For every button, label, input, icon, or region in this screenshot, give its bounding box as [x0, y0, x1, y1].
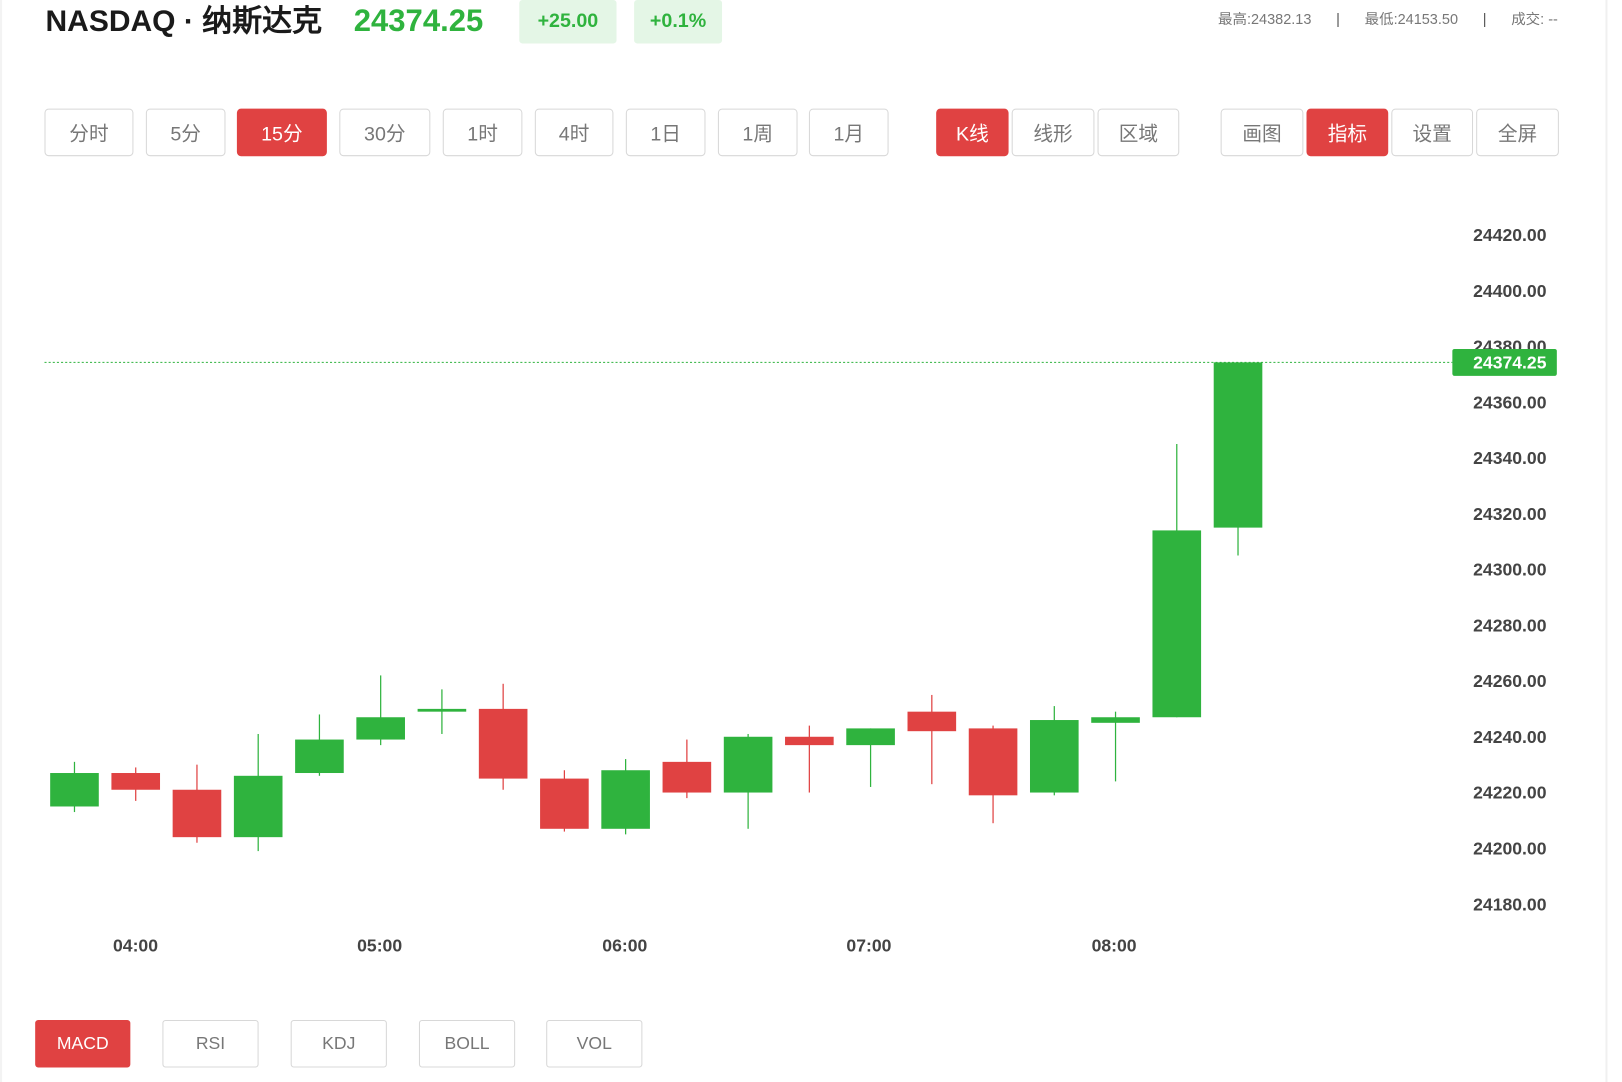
indicator-macd-button[interactable]: MACD	[35, 1019, 131, 1068]
candle-body	[1091, 717, 1140, 723]
candle-body	[233, 775, 283, 838]
candle[interactable]	[907, 694, 957, 785]
candle-body	[417, 708, 467, 712]
y-tick-label: 24260.00	[1473, 671, 1547, 691]
candle[interactable]	[356, 675, 405, 746]
chart-type-candle-button[interactable]: K线	[936, 108, 1009, 157]
candle[interactable]	[723, 733, 773, 829]
candle[interactable]	[478, 683, 528, 790]
right-scrollbar-track[interactable]	[1605, 0, 1608, 1082]
candle[interactable]	[1029, 706, 1079, 796]
interval-button-5m[interactable]: 5分	[145, 108, 226, 157]
last-price-tag	[1452, 348, 1557, 376]
left-border	[0, 0, 3, 1082]
candle[interactable]	[1152, 443, 1202, 718]
interval-button-1w[interactable]: 1周	[717, 108, 798, 157]
candle-body	[662, 761, 712, 793]
low-value: 24153.50	[1397, 10, 1459, 27]
y-tick-label: 24320.00	[1473, 504, 1547, 524]
stats-separator: |	[1482, 10, 1487, 27]
indicator-rsi-button[interactable]: RSI	[162, 1019, 259, 1068]
x-tick-label: 08:00	[1092, 936, 1137, 956]
chart-type-area-button[interactable]: 区域	[1097, 108, 1180, 157]
candle-body	[1152, 530, 1202, 718]
x-tick-label: 06:00	[602, 936, 647, 956]
change-pct-badge: +0.1%	[634, 0, 723, 44]
candle[interactable]	[968, 725, 1018, 824]
interval-button-30m[interactable]: 30分	[339, 108, 431, 157]
y-tick-label: 24280.00	[1473, 615, 1547, 635]
candle[interactable]	[50, 761, 99, 813]
candle[interactable]	[1091, 711, 1140, 782]
instrument-title: NASDAQ · 纳斯达克	[45, 5, 323, 39]
volume-value: --	[1548, 10, 1558, 27]
low-label: 最低:	[1364, 10, 1398, 27]
last-price: 24374.25	[353, 4, 484, 39]
chart-type-line-button[interactable]: 线形	[1011, 108, 1095, 157]
interval-button-1min[interactable]: 分时	[44, 108, 134, 157]
y-tick-label: 24360.00	[1473, 392, 1547, 412]
candle-body	[50, 773, 99, 807]
settings-button[interactable]: 设置	[1391, 108, 1474, 157]
y-tick-label: 24220.00	[1473, 783, 1547, 803]
candle[interactable]	[662, 739, 712, 799]
candle-body	[968, 728, 1018, 796]
change-badge: +25.00	[519, 0, 617, 44]
draw-tool-button[interactable]: 画图	[1220, 108, 1304, 157]
indicator-vol-button[interactable]: VOL	[546, 1019, 643, 1068]
x-tick-label: 07:00	[846, 936, 891, 956]
candle-body	[846, 728, 895, 746]
y-tick-label: 24400.00	[1473, 281, 1547, 301]
candle-body	[723, 736, 773, 793]
candle-body	[785, 736, 834, 746]
candle[interactable]	[1213, 362, 1263, 556]
candle[interactable]	[417, 689, 467, 734]
y-tick-label: 24240.00	[1473, 727, 1547, 747]
candle[interactable]	[785, 725, 834, 793]
candle-body	[172, 789, 222, 838]
interval-button-1d[interactable]: 1日	[625, 108, 706, 157]
indicator-boll-button[interactable]: BOLL	[418, 1019, 516, 1068]
candle-body	[478, 708, 528, 779]
interval-button-15m[interactable]: 15分	[236, 108, 327, 157]
indicator-kdj-button[interactable]: KDJ	[290, 1019, 387, 1068]
high-value: 24382.13	[1250, 10, 1312, 27]
candle[interactable]	[846, 728, 895, 787]
x-tick-label: 04:00	[113, 936, 158, 956]
candle-body	[356, 717, 405, 740]
candlestick-chart[interactable]: 24420.0024400.0024380.0024360.0024340.00…	[0, 0, 1622, 993]
candle[interactable]	[172, 764, 222, 843]
candle[interactable]	[540, 770, 589, 832]
y-tick-label: 24180.00	[1473, 894, 1547, 914]
high-label: 最高:	[1218, 10, 1251, 27]
candle-body	[907, 711, 957, 732]
fullscreen-button[interactable]: 全屏	[1476, 108, 1559, 157]
candle[interactable]	[111, 767, 161, 801]
candle-body	[601, 770, 650, 829]
candle-body	[1213, 362, 1263, 528]
indicator-button[interactable]: 指标	[1306, 108, 1389, 157]
last-price-tag-label: 24374.25	[1473, 353, 1547, 373]
y-tick-label: 24300.00	[1473, 560, 1547, 580]
candle-body	[1029, 720, 1079, 793]
interval-button-1h[interactable]: 1时	[442, 108, 523, 157]
interval-button-4h[interactable]: 4时	[534, 108, 614, 157]
y-tick-label: 24200.00	[1473, 839, 1547, 859]
interval-button-1mo[interactable]: 1月	[808, 108, 889, 157]
candle[interactable]	[233, 733, 283, 852]
volume-label: 成交:	[1511, 10, 1545, 27]
candle[interactable]	[295, 714, 344, 776]
x-tick-label: 05:00	[357, 936, 402, 956]
candle-body	[111, 773, 161, 790]
y-tick-label: 24340.00	[1473, 448, 1547, 468]
stats-separator: |	[1336, 10, 1340, 27]
stats-bar: 最高:24382.13 | 最低:24153.50 | 成交: --	[1218, 8, 1558, 29]
y-tick-label: 24420.00	[1473, 225, 1547, 245]
candle-body	[540, 778, 589, 829]
candle[interactable]	[601, 759, 650, 835]
candle-body	[295, 739, 344, 774]
